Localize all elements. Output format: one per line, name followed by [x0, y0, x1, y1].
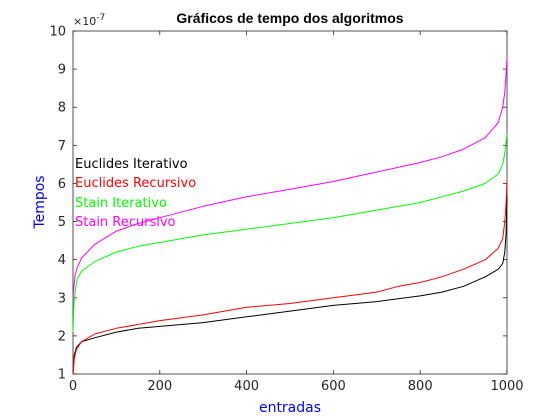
- legend-entry-3: Stain Iterativo: [75, 196, 167, 211]
- x-tick-label: 600: [321, 379, 346, 394]
- y-tick-label: 9: [58, 63, 66, 78]
- chart-title: Gráficos de tempo dos algoritmos: [176, 10, 403, 26]
- legend-entry-4: Stain Recursivo: [75, 215, 176, 230]
- y-tick-label: 7: [58, 139, 66, 154]
- x-tick-label: 200: [147, 379, 172, 394]
- y-tick-label: 2: [58, 329, 66, 344]
- y-tick-label: 8: [58, 101, 66, 116]
- plot-area: 0 200 400 600 800 1000 1 2 3 4 5 6 7 8 9 10: [49, 25, 523, 395]
- x-tick-label: 1000: [490, 379, 523, 394]
- legend-entry-1: Euclides Iterativo: [75, 157, 188, 172]
- series-line-4: [72, 57, 508, 298]
- legend: Euclides Iterativo Euclides Recursivo Stai…: [75, 157, 196, 230]
- series-line-1: [72, 194, 508, 375]
- legend-entry-2: Euclides Recursivo: [75, 176, 196, 191]
- x-tick-label: 0: [69, 379, 77, 394]
- y-tick-label: 10: [49, 25, 66, 40]
- series-line-2: [72, 179, 508, 375]
- y-tick-label: 5: [58, 215, 66, 230]
- series-line-3: [72, 133, 508, 333]
- y-tick-label: 4: [58, 253, 66, 268]
- y-multiplier-label: ×10-7: [73, 13, 105, 28]
- y-tick-label: 1: [58, 368, 66, 383]
- y-tick-label: 3: [58, 291, 66, 306]
- x-tick-label: 400: [234, 379, 259, 394]
- y-tick-label: 6: [58, 177, 66, 192]
- x-tick-label: 800: [408, 379, 433, 394]
- y-multiplier-base: ×10: [73, 15, 96, 28]
- x-axis-label: entradas: [259, 400, 321, 416]
- y-axis-label: Tempos: [32, 175, 48, 229]
- y-multiplier-exponent: -7: [96, 13, 105, 23]
